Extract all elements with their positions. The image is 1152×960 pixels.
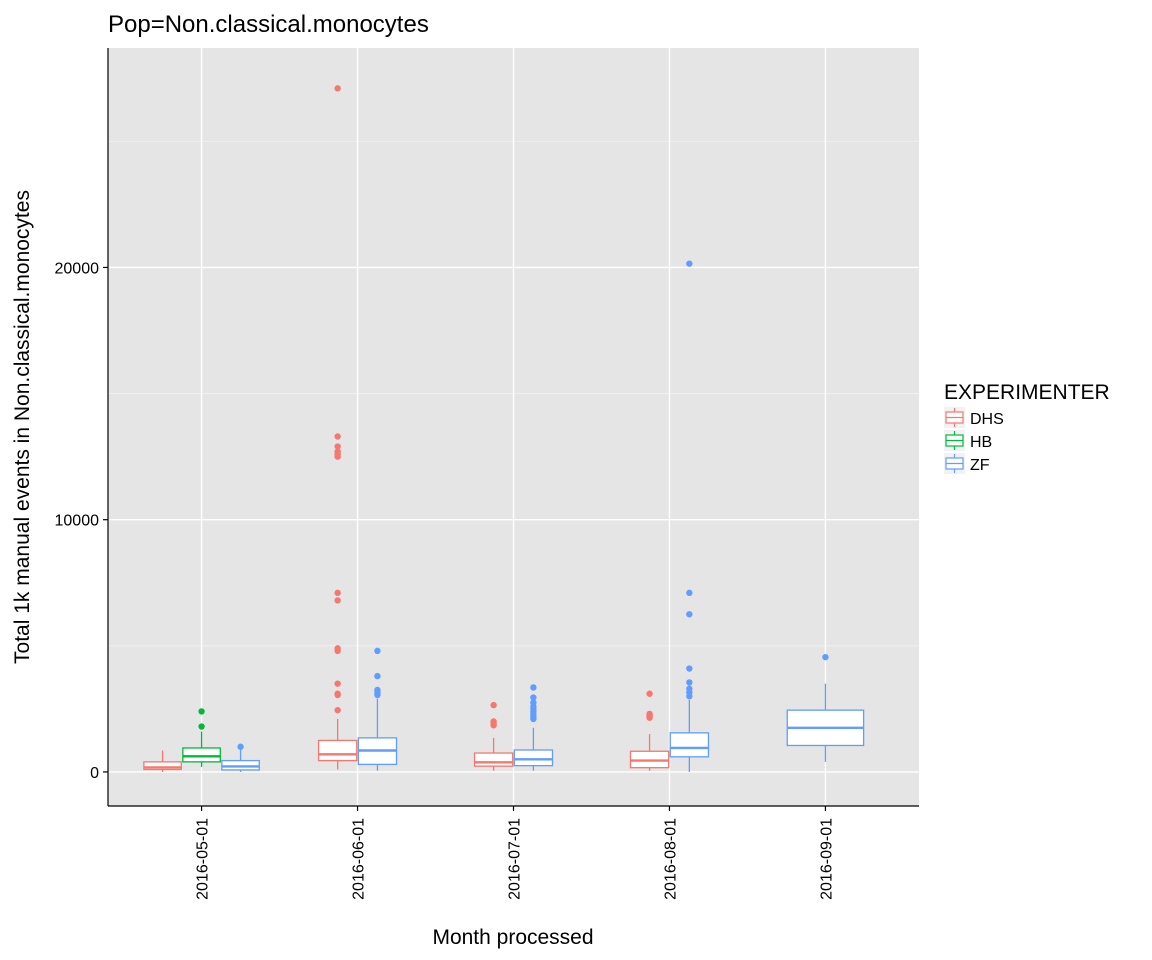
outlier-point: [334, 433, 341, 440]
grid-layer: [108, 48, 919, 806]
outlier-point: [686, 589, 693, 597]
outlier-point: [490, 701, 497, 709]
outlier-point: [334, 597, 341, 604]
outlier-point: [686, 679, 693, 686]
box-body: [182, 747, 221, 763]
box-ZF-2016-06-01: [357, 647, 398, 771]
outlier-point: [686, 260, 693, 267]
chart-title: Pop=Non.classical.monocytes: [108, 11, 429, 38]
box-DHS-2016-07-01: [473, 701, 514, 771]
legend-items: DHS HB ZF: [944, 407, 1004, 474]
x-tick-label: 2016-06-01: [351, 818, 368, 900]
outlier-point: [334, 448, 341, 455]
boxes-layer: [143, 85, 865, 772]
outlier-point: [334, 645, 341, 652]
legend-label: DHS: [970, 411, 1004, 428]
outlier-point: [334, 589, 341, 597]
outlier-point: [237, 743, 244, 750]
legend-item-HB: HB: [944, 430, 992, 451]
box-DHS-2016-08-01: [629, 690, 670, 771]
outlier-point: [374, 672, 381, 680]
outlier-point: [334, 85, 341, 92]
outlier-point: [686, 685, 693, 692]
x-tick-label: 2016-08-01: [662, 818, 679, 900]
outlier-point: [334, 706, 341, 714]
outlier-point: [530, 684, 537, 691]
outlier-point: [646, 690, 653, 697]
box-ZF-2016-07-01: [513, 684, 554, 771]
outlier-point: [198, 708, 205, 715]
outlier-point: [646, 710, 653, 718]
legend: EXPERIMENTER DHS HB ZF: [944, 381, 1110, 474]
outlier-point: [530, 699, 537, 706]
x-axis-label: Month processed: [432, 926, 593, 949]
box-body: [669, 732, 710, 758]
y-axis-label: Total 1k manual events in Non.classical.…: [11, 190, 34, 664]
outlier-point: [334, 443, 341, 450]
outlier-point: [822, 653, 829, 661]
y-tick-label: 20000: [55, 260, 100, 277]
outlier-point: [334, 680, 341, 687]
x-tick-label: 2016-07-01: [507, 818, 524, 900]
outlier-point: [490, 718, 497, 725]
legend-label: HB: [970, 434, 992, 451]
box-DHS-2016-05-01: [143, 750, 182, 772]
x-tick-label: 2016-09-01: [818, 818, 835, 900]
box-body: [513, 749, 554, 767]
y-axis: 0 10000 20000: [55, 260, 108, 782]
box-ZF-2016-09-01: [786, 653, 865, 762]
y-tick-label: 10000: [55, 513, 100, 530]
outlier-point: [374, 686, 381, 694]
box-ZF-2016-05-01: [221, 743, 260, 772]
y-tick-label: 0: [90, 765, 99, 782]
box-HB-2016-05-01: [182, 708, 221, 767]
outlier-point: [334, 690, 341, 697]
outlier-point: [686, 611, 693, 618]
box-body: [473, 752, 514, 767]
x-axis: 2016-05-01 2016-06-01 2016-07-01 2016-08-01…: [195, 806, 835, 900]
box-body: [317, 739, 358, 762]
outlier-point: [374, 647, 381, 655]
outlier-point: [686, 665, 693, 672]
box-ZF-2016-08-01: [669, 260, 710, 772]
box-body: [143, 761, 182, 771]
legend-item-ZF: ZF: [944, 453, 990, 474]
legend-item-DHS: DHS: [944, 407, 1004, 428]
outlier-point: [530, 694, 537, 701]
x-tick-label: 2016-05-01: [195, 818, 212, 900]
legend-title: EXPERIMENTER: [944, 381, 1110, 404]
outlier-point: [198, 723, 205, 730]
legend-label: ZF: [970, 457, 990, 474]
box-DHS-2016-06-01: [317, 85, 358, 770]
